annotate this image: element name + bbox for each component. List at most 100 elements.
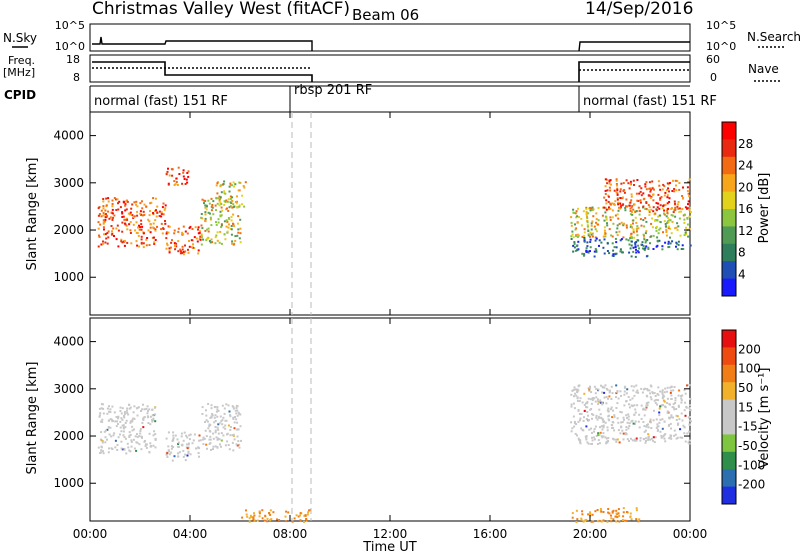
scatter-cell bbox=[654, 219, 656, 222]
scatter-cell bbox=[639, 199, 642, 202]
scatter-cell bbox=[181, 251, 184, 254]
scatter-cell bbox=[246, 515, 249, 518]
scatter-cell bbox=[205, 435, 208, 438]
scatter-cell bbox=[633, 203, 636, 206]
scatter-cell bbox=[173, 229, 176, 232]
scatter-cell bbox=[644, 207, 647, 210]
scatter-cell bbox=[177, 452, 180, 455]
scatter-cell bbox=[687, 192, 690, 195]
scatter-cell bbox=[231, 184, 233, 187]
scatter-cell bbox=[233, 205, 236, 208]
scatter-cell bbox=[604, 384, 607, 387]
scatter-cell bbox=[603, 386, 606, 389]
scatter-cell bbox=[105, 197, 108, 200]
scatter-cell bbox=[108, 433, 111, 436]
scatter-cell bbox=[256, 519, 259, 522]
scatter-cell bbox=[588, 428, 591, 431]
scatter-cell bbox=[206, 447, 208, 450]
scatter-cell bbox=[160, 222, 163, 225]
scatter-cell bbox=[117, 436, 120, 439]
scatter-cell bbox=[184, 250, 187, 253]
scatter-cell bbox=[107, 419, 110, 422]
scatter-cell bbox=[635, 384, 638, 387]
scatter-cell bbox=[152, 197, 155, 200]
scatter-cell bbox=[209, 218, 212, 221]
scatter-cell bbox=[610, 520, 613, 523]
scatter-cell bbox=[220, 242, 223, 245]
scatter-cell bbox=[625, 198, 628, 201]
scatter-cell bbox=[218, 199, 221, 202]
scatter-cell bbox=[117, 415, 120, 418]
scatter-cell bbox=[646, 404, 649, 407]
scatter-cell bbox=[593, 225, 596, 228]
scatter-cell bbox=[214, 419, 217, 422]
scatter-cell bbox=[607, 208, 610, 211]
scatter-cell bbox=[205, 419, 208, 422]
scatter-cell bbox=[208, 425, 211, 428]
scatter-cell bbox=[684, 231, 687, 234]
scatter-cell bbox=[218, 422, 221, 425]
scatter-cell bbox=[592, 520, 595, 523]
scatter-cell bbox=[223, 180, 226, 183]
scatter-cell bbox=[681, 394, 684, 397]
scatter-cell bbox=[234, 235, 237, 238]
scatter-cell bbox=[120, 447, 123, 450]
scatter-cell bbox=[173, 180, 176, 183]
scatter-cell bbox=[615, 246, 618, 249]
scatter-cell bbox=[598, 433, 601, 436]
scatter-cell bbox=[629, 223, 632, 226]
scatter-cell bbox=[135, 200, 138, 203]
scatter-cell bbox=[617, 203, 620, 206]
scatter-cell bbox=[611, 427, 613, 429]
scatter-cell bbox=[590, 207, 593, 210]
scatter-cell bbox=[590, 402, 593, 405]
scatter-cell bbox=[655, 225, 658, 228]
scatter-cell bbox=[671, 214, 674, 217]
scatter-cell bbox=[663, 185, 666, 188]
scatter-cell bbox=[615, 396, 617, 399]
scatter-cell bbox=[594, 248, 597, 250]
scatter-cell bbox=[664, 440, 667, 443]
scatter-cell bbox=[659, 418, 662, 421]
scatter-cell bbox=[651, 180, 654, 183]
scatter-cell bbox=[120, 412, 123, 415]
scatter-cell bbox=[642, 219, 645, 221]
scatter-cell bbox=[222, 183, 225, 185]
scatter-cell bbox=[178, 451, 181, 454]
scatter-cell bbox=[583, 240, 586, 243]
scatter-cell bbox=[204, 220, 207, 223]
scatter-cell bbox=[627, 239, 630, 242]
scatter-cell bbox=[645, 202, 648, 204]
scatter-cell bbox=[632, 422, 635, 425]
scatter-cell bbox=[187, 251, 190, 254]
scatter-cell bbox=[649, 421, 652, 424]
scatter-cell bbox=[216, 438, 219, 441]
scatter-cell bbox=[669, 434, 672, 437]
scatter-cell bbox=[670, 214, 673, 217]
scatter-cell bbox=[152, 444, 155, 447]
scatter-cell bbox=[609, 189, 612, 192]
scatter-cell bbox=[214, 426, 217, 428]
scatter-cell bbox=[605, 402, 608, 405]
scatter-cell bbox=[642, 245, 645, 247]
scatter-cell bbox=[225, 219, 228, 222]
scatter-cell bbox=[656, 403, 659, 406]
scatter-cell bbox=[572, 402, 575, 405]
scatter-cell bbox=[647, 248, 650, 250]
scatter-cell bbox=[601, 391, 604, 394]
scatter-cell bbox=[232, 181, 235, 184]
scatter-cell bbox=[598, 239, 601, 242]
scatter-cell bbox=[640, 187, 643, 190]
scatter-cell bbox=[596, 443, 599, 445]
scatter-cell bbox=[164, 220, 166, 222]
scatter-cell bbox=[617, 512, 620, 515]
scatter-cell bbox=[678, 207, 681, 210]
scatter-cell bbox=[116, 420, 118, 423]
scatter-cell bbox=[602, 426, 605, 429]
scatter-cell bbox=[220, 439, 223, 442]
scatter-cell bbox=[139, 432, 142, 435]
scatter-cell bbox=[126, 241, 129, 244]
scatter-cell bbox=[212, 445, 215, 448]
scatter-cell bbox=[229, 205, 232, 208]
